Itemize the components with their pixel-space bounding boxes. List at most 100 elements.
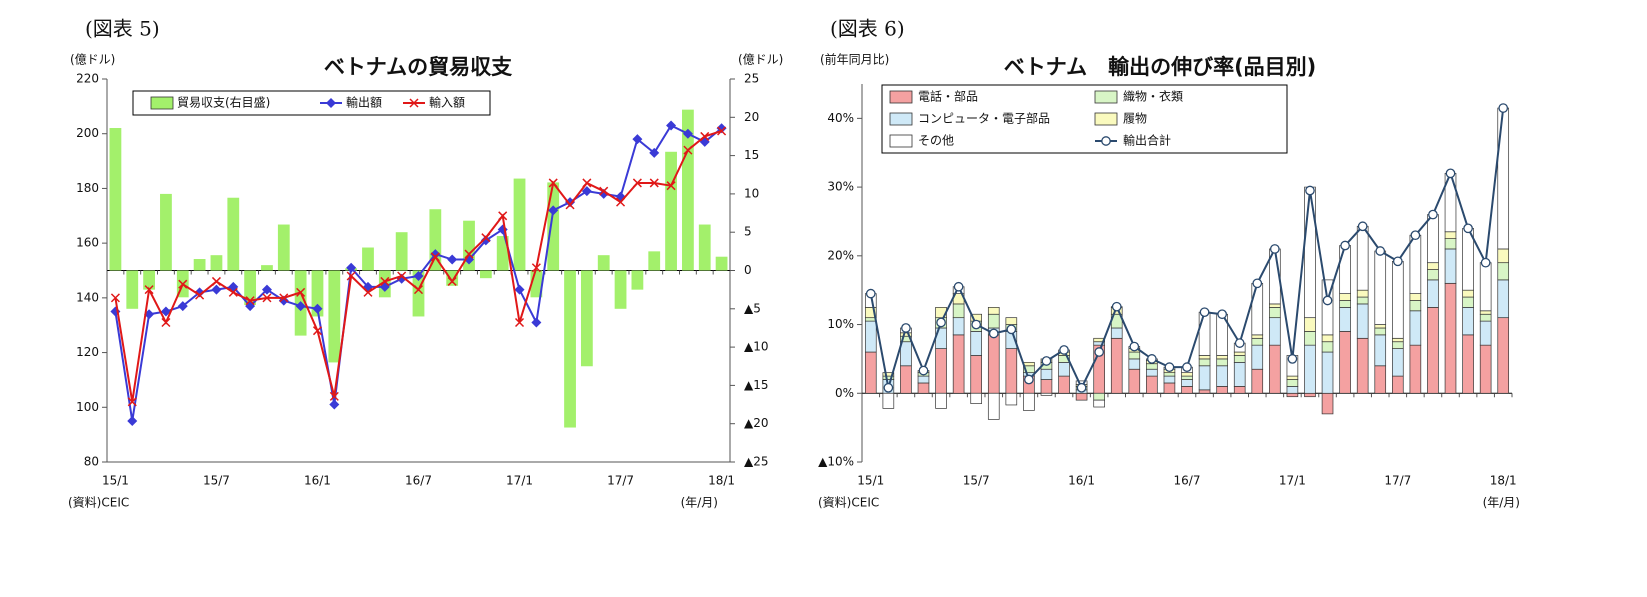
- x-tick-label: 18/1: [1490, 474, 1517, 488]
- point-marker: [514, 284, 525, 295]
- bar: [1146, 368, 1158, 377]
- bar: [1163, 382, 1176, 394]
- chart-title: ベトナム 輸出の伸び率(品目別): [1004, 55, 1317, 79]
- bar: [1286, 386, 1299, 394]
- legend-label: 貿易収支(右目盛): [177, 95, 270, 110]
- bar: [882, 372, 895, 377]
- bar: [1093, 399, 1105, 408]
- bar: [1409, 300, 1422, 312]
- bar: [970, 331, 982, 356]
- point-marker: [531, 317, 542, 328]
- legend-label: 履物: [1123, 112, 1147, 126]
- bar: [1304, 186, 1316, 319]
- bar: [1181, 379, 1193, 387]
- point-marker: [1463, 223, 1473, 234]
- y2-tick-label: ▲20: [744, 416, 769, 430]
- point-marker: [1217, 309, 1227, 320]
- point-marker: [346, 262, 357, 273]
- bar: [1497, 107, 1510, 250]
- bar: [1286, 375, 1299, 380]
- bar: [160, 193, 172, 271]
- bar: [1479, 320, 1492, 346]
- y2-tick-label: ▲25: [744, 455, 769, 469]
- bar: [1233, 355, 1246, 363]
- bar: [952, 317, 965, 336]
- x-tick-label: 16/7: [1174, 474, 1201, 488]
- point-marker: [1182, 362, 1192, 373]
- legend-label: 織物・衣類: [1123, 89, 1183, 104]
- point-marker: [1269, 244, 1280, 254]
- point-marker: [295, 301, 306, 312]
- x-unit: (年/月): [681, 496, 718, 510]
- point-marker: [262, 293, 272, 303]
- bar: [1233, 351, 1246, 356]
- point-marker: [211, 276, 221, 286]
- point-marker: [1357, 221, 1368, 232]
- bar: [1269, 317, 1281, 346]
- legend-label: 輸出額: [346, 95, 382, 110]
- bar: [1181, 375, 1193, 380]
- point-marker: [481, 233, 491, 243]
- bar: [1075, 392, 1088, 401]
- bar: [261, 265, 273, 271]
- bar: [109, 128, 122, 271]
- y-tick-label: 10%: [827, 317, 854, 331]
- bar: [496, 236, 509, 271]
- bar: [1233, 361, 1246, 387]
- bar: [614, 270, 627, 309]
- x-tick-label: 15/7: [963, 474, 990, 488]
- bar: [1427, 307, 1439, 394]
- bar: [715, 256, 728, 271]
- point-marker: [1340, 240, 1350, 251]
- point-marker: [632, 178, 642, 188]
- point-marker: [531, 263, 541, 273]
- bar: [1479, 344, 1492, 394]
- point-marker: [480, 235, 491, 246]
- bar: [244, 270, 257, 305]
- bar: [987, 334, 1000, 394]
- y2-tick-label: 15: [744, 148, 759, 162]
- figure-label: (図表 6): [830, 17, 905, 41]
- bar: [1339, 331, 1351, 394]
- point-marker: [1392, 256, 1403, 267]
- bar: [1128, 358, 1141, 370]
- point-marker: [649, 147, 660, 158]
- y-tick-label: 220: [76, 72, 99, 86]
- x-tick-label: 17/7: [607, 474, 634, 488]
- point-marker: [1111, 301, 1122, 312]
- bar: [1321, 279, 1334, 336]
- bar: [1374, 327, 1387, 336]
- point-marker: [666, 181, 676, 191]
- bar: [682, 109, 694, 271]
- point-marker: [1059, 345, 1069, 355]
- y-tick-label: ▲10%: [818, 455, 854, 469]
- bar: [698, 224, 711, 271]
- bar: [1374, 365, 1387, 394]
- bar: [1356, 225, 1369, 291]
- x-unit: (年/月): [1483, 496, 1520, 510]
- bar: [1251, 334, 1264, 339]
- legend-label: 輸出合計: [1123, 133, 1171, 148]
- bar: [987, 313, 1000, 329]
- point-marker: [918, 365, 929, 376]
- y-tick-label: 200: [76, 126, 99, 140]
- bar: [917, 382, 930, 394]
- point-marker: [346, 271, 356, 281]
- point-marker: [1024, 374, 1034, 385]
- point-marker: [296, 287, 306, 297]
- bar: [1374, 250, 1387, 325]
- point-marker: [1445, 168, 1456, 179]
- legend-label: 輸入額: [429, 95, 465, 110]
- y-tick-label: 30%: [827, 180, 854, 194]
- point-marker: [144, 285, 154, 295]
- bar: [1198, 365, 1211, 391]
- bar: [1497, 279, 1510, 319]
- y2-tick-label: 5: [744, 225, 752, 239]
- point-marker: [228, 287, 238, 297]
- legend-box: [132, 90, 491, 116]
- point-marker: [865, 288, 876, 299]
- x-tick-label: 15/7: [203, 474, 230, 488]
- y-tick-label: 100: [76, 400, 99, 414]
- bar: [1269, 344, 1281, 394]
- point-marker: [397, 271, 407, 281]
